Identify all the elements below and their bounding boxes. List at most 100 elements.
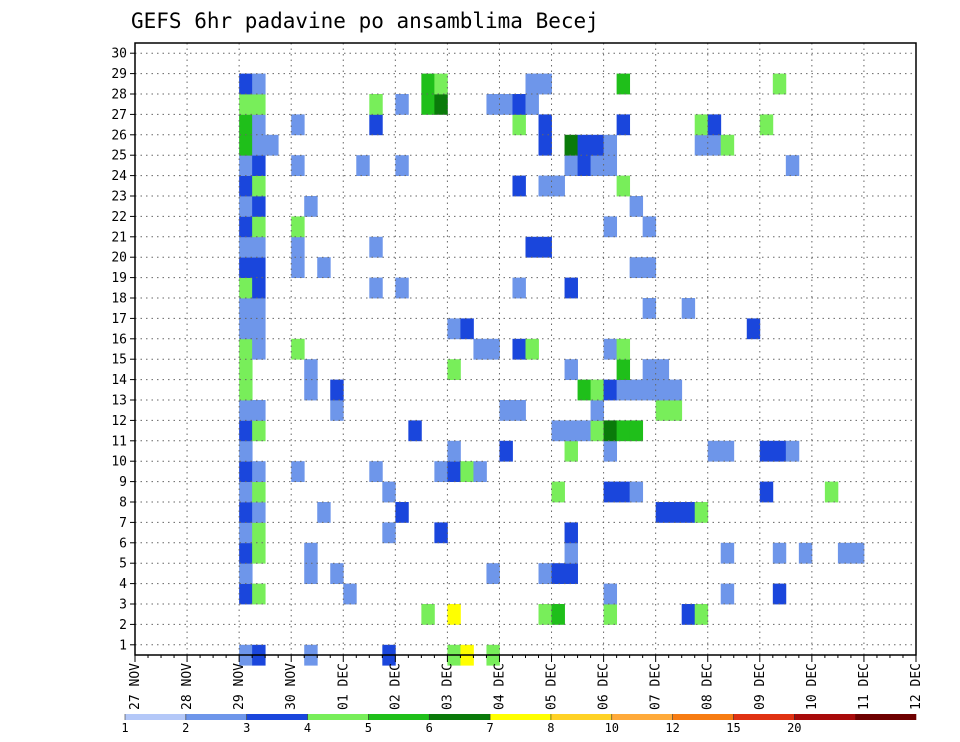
heatmap-cell [694,502,709,523]
heatmap-cell [421,73,435,95]
heatmap-cell [525,94,539,115]
heatmap-cell [538,604,552,625]
heatmap-cell [252,502,266,523]
y-tick-label: 9 [119,475,127,490]
heatmap-cell [603,420,618,442]
heatmap-cell [239,318,253,340]
heatmap-cell [538,114,552,136]
heatmap-cell [551,175,565,197]
heatmap-cell [668,379,683,401]
heatmap-cell [486,94,500,115]
heatmap-cell [421,94,435,115]
heatmap-cell [564,440,578,462]
heatmap-cell [239,216,253,238]
heatmap-cell [590,134,604,156]
heatmap-cell [668,400,683,421]
heatmap-cell [551,420,565,442]
heatmap-cell [590,155,604,176]
heatmap-cell [252,216,266,238]
heatmap-cell [538,175,552,197]
heatmap-cell [512,338,526,360]
heatmap-cell [512,94,526,115]
y-tick-label: 25 [111,149,127,164]
heatmap-cell [239,338,253,360]
colorbar-label: 8 [547,721,554,735]
x-tick-label: 07 DEC [649,663,664,710]
colorbar-swatch [185,714,247,720]
heatmap-cell [629,379,644,401]
heatmap-cell [564,563,578,584]
heatmap-cell [616,359,631,380]
heatmap-cell [655,400,670,421]
heatmap-cell [616,175,631,197]
y-tick-label: 17 [111,312,127,327]
x-axis: 27 NOV 28 NOV 29 NOV 30 NOV 01 DEC 02 DEC 03 D… [128,655,924,710]
heatmap-cell [304,359,318,380]
heatmap-cell [577,379,591,401]
colorbar-swatch [246,714,308,720]
colorbar-label: 2 [182,721,189,735]
colorbar-label: 15 [726,721,740,735]
heatmap-cell [395,94,409,115]
heatmap-cell [239,461,253,482]
colorbar-swatch [611,714,673,720]
heatmap-cell [564,420,578,442]
heatmap-cell [304,563,318,584]
heatmap-cell [681,502,696,523]
heatmap-cell [538,134,552,156]
heatmap-cell [655,359,670,380]
y-tick-label: 12 [111,414,127,429]
heatmap-cell [538,73,552,95]
heatmap-cell [824,481,839,503]
colorbar-swatch [672,714,734,720]
heatmap-cell [629,196,644,217]
x-tick-label: 03 DEC [440,663,455,710]
heatmap-cell [616,379,631,401]
y-tick-label: 21 [111,230,127,245]
heatmap-cell [577,420,591,442]
heatmap-cell [629,257,644,278]
heatmap-cell [239,542,253,564]
heatmap-cell [252,542,266,564]
heatmap-cell [850,542,865,564]
heatmap-cell [252,155,266,176]
heatmap-cell [252,114,266,136]
heatmap-cell [603,481,618,503]
y-tick-label: 20 [111,251,127,266]
heatmap-cell [252,298,266,319]
heatmap-cell [369,114,383,136]
heatmap-cell [447,318,461,340]
heatmap-cell [239,73,253,95]
heatmap-cell [590,379,604,401]
heatmap-cell [551,604,565,625]
x-tick-label: 12 DEC [909,663,924,710]
heatmap-cell [616,73,631,95]
heatmap-cell [499,94,513,115]
heatmap-cell [252,583,266,605]
heatmap-cell [252,257,266,278]
y-tick-label: 1 [119,638,127,653]
colorbar-label: 5 [365,721,372,735]
x-tick-label: 08 DEC [701,663,716,710]
heatmap-cell [603,379,618,401]
y-tick-label: 11 [111,434,127,449]
colorbar-swatch [429,714,491,720]
heatmap-cell [486,563,500,584]
x-tick-label: 30 NOV [284,663,299,710]
heatmap-cell [616,114,631,136]
heatmap-cell [252,481,266,503]
colorbar-swatch [307,714,369,720]
heatmap-cell [512,114,526,136]
y-tick-label: 16 [111,332,127,347]
heatmap-cell [252,196,266,217]
x-tick-label: 05 DEC [545,663,560,710]
y-tick-label: 28 [111,88,127,103]
heatmap-cell [564,542,578,564]
heatmap-cell [720,134,735,156]
heatmap-cell [629,420,644,442]
heatmap-cell [239,440,253,462]
y-tick-label: 18 [111,292,127,307]
heatmap-cell [512,175,526,197]
heatmap-cell [564,522,578,544]
heatmap-cell [252,522,266,544]
